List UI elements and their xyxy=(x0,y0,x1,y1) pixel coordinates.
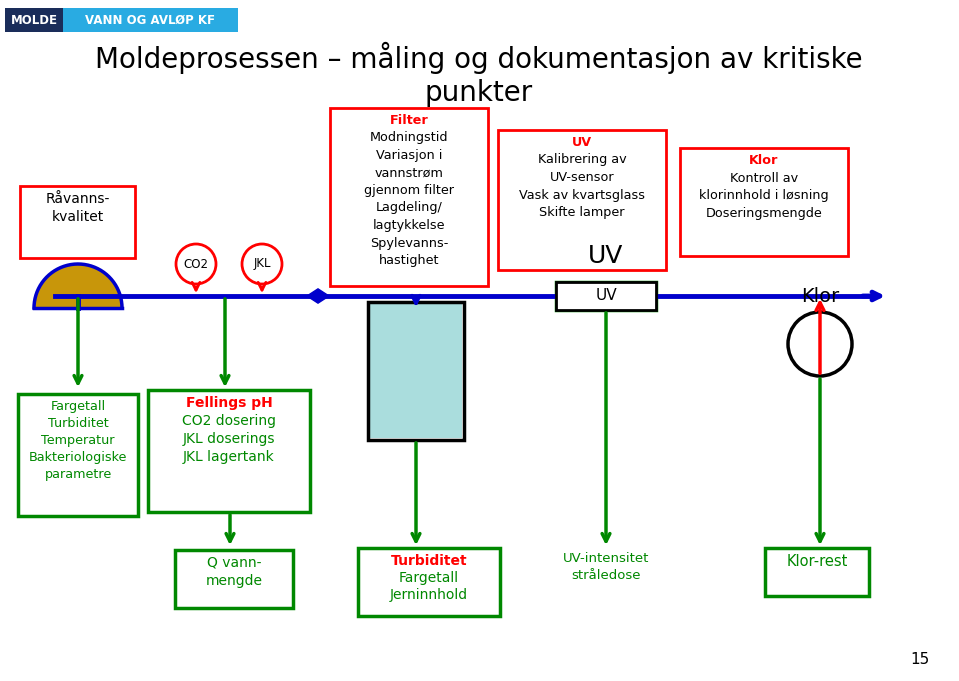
Text: kvalitet: kvalitet xyxy=(52,210,104,224)
Text: Jerninnhold: Jerninnhold xyxy=(390,588,468,602)
FancyBboxPatch shape xyxy=(556,282,656,310)
Text: 15: 15 xyxy=(910,652,929,667)
Text: hastighet: hastighet xyxy=(379,254,439,267)
Text: JKL lagertank: JKL lagertank xyxy=(183,450,275,464)
Text: Filter: Filter xyxy=(389,114,429,127)
Text: Vask av kvartsglass: Vask av kvartsglass xyxy=(519,189,645,202)
Text: Skifte lamper: Skifte lamper xyxy=(539,206,624,219)
Text: Fargetall: Fargetall xyxy=(51,400,105,413)
FancyBboxPatch shape xyxy=(330,108,488,286)
Polygon shape xyxy=(307,289,329,303)
FancyBboxPatch shape xyxy=(370,304,462,438)
FancyBboxPatch shape xyxy=(20,186,135,258)
Text: Klor: Klor xyxy=(801,287,839,306)
Text: JKL: JKL xyxy=(253,257,270,270)
Text: Variasjon i: Variasjon i xyxy=(376,149,442,162)
Text: Kontroll av: Kontroll av xyxy=(730,172,798,185)
FancyBboxPatch shape xyxy=(175,550,293,608)
Text: Q vann-: Q vann- xyxy=(207,556,261,570)
Text: Doseringsmengde: Doseringsmengde xyxy=(706,206,823,219)
FancyBboxPatch shape xyxy=(148,390,310,512)
Text: Temperatur: Temperatur xyxy=(41,434,115,447)
Text: Bakteriologiske: Bakteriologiske xyxy=(29,451,128,464)
Text: UV-sensor: UV-sensor xyxy=(550,171,615,184)
FancyBboxPatch shape xyxy=(556,282,656,310)
Text: Turbiditet: Turbiditet xyxy=(48,417,108,430)
Text: Moldeprosessen – måling og dokumentasjon av kritiske
punkter: Moldeprosessen – måling og dokumentasjon… xyxy=(95,42,863,106)
Text: Klor: Klor xyxy=(749,154,779,167)
Text: UV-intensitet
stråledose: UV-intensitet stråledose xyxy=(563,552,649,582)
FancyBboxPatch shape xyxy=(680,148,848,256)
Text: CO2: CO2 xyxy=(183,257,208,270)
Text: mengde: mengde xyxy=(205,574,263,588)
Text: Modningstid: Modningstid xyxy=(370,131,448,144)
Text: gjennom filter: gjennom filter xyxy=(364,184,454,197)
Text: UV: UV xyxy=(572,136,592,149)
Text: Fellings pH: Fellings pH xyxy=(186,396,272,410)
Text: JKL doserings: JKL doserings xyxy=(183,432,275,446)
Text: Klor-rest: Klor-rest xyxy=(786,554,848,569)
Text: VANN OG AVLØP KF: VANN OG AVLØP KF xyxy=(85,14,215,27)
FancyBboxPatch shape xyxy=(63,8,238,32)
Text: Spylevanns-: Spylevanns- xyxy=(370,236,448,249)
FancyBboxPatch shape xyxy=(498,130,666,270)
Text: Fargetall: Fargetall xyxy=(399,571,459,585)
Text: klorinnhold i løsning: klorinnhold i løsning xyxy=(699,189,829,202)
Text: MOLDE: MOLDE xyxy=(11,14,58,27)
FancyBboxPatch shape xyxy=(765,548,869,596)
FancyBboxPatch shape xyxy=(18,394,138,516)
Text: Kalibrering av: Kalibrering av xyxy=(538,153,626,166)
Text: Lagdeling/: Lagdeling/ xyxy=(376,202,442,215)
Text: lagtykkelse: lagtykkelse xyxy=(373,219,445,232)
Text: parametre: parametre xyxy=(44,468,111,481)
FancyBboxPatch shape xyxy=(5,8,63,32)
Text: Råvanns-: Råvanns- xyxy=(45,192,109,206)
Text: UV: UV xyxy=(596,289,617,304)
Text: vannstrøm: vannstrøm xyxy=(375,166,443,180)
FancyBboxPatch shape xyxy=(358,548,500,616)
Text: CO2 dosering: CO2 dosering xyxy=(182,414,276,428)
Text: Turbiditet: Turbiditet xyxy=(390,554,467,568)
Text: UV: UV xyxy=(588,244,623,268)
